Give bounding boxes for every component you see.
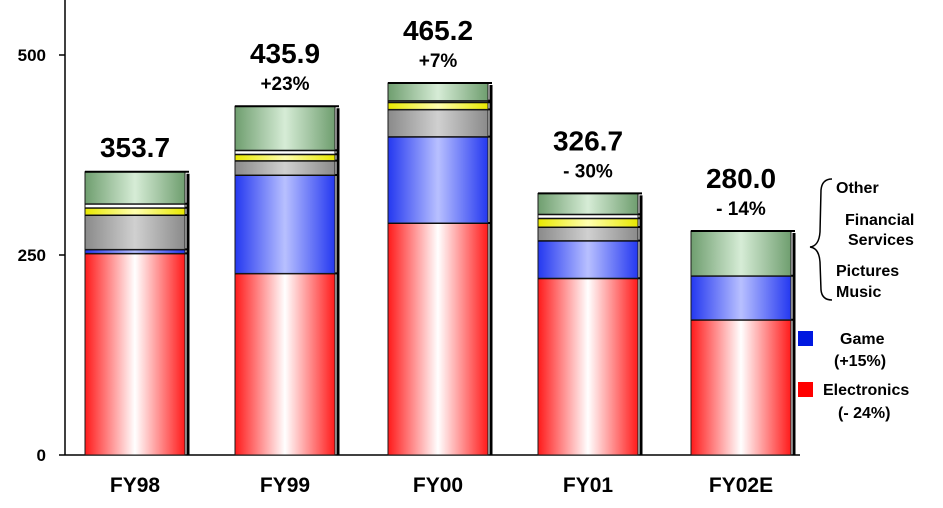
x-category-label: FY98 [110,474,161,497]
legend-electronics-swatch [798,382,813,397]
bar-total-label: 326.7 [553,125,623,156]
bar-segment-pictures [234,160,336,176]
x-category-label: FY00 [413,474,463,497]
bar-total-label: 353.7 [100,132,170,163]
bar-growth-label: +23% [260,74,309,95]
bar-segment-other [234,105,336,151]
bar-growth-label: - 14% [716,199,766,220]
legend-pictures: Pictures [836,263,899,280]
legend-financial-line1: Financial [845,212,914,229]
bar-total-label: 280.0 [706,163,776,194]
bar-segment-pictures [84,214,186,250]
legend-electronics-line2: (- 24%) [838,405,890,422]
bar-segment-game [387,136,489,224]
bar-segment-other [84,171,186,205]
bar-total-label: 465.2 [403,15,473,46]
bar-segment-game [690,275,792,321]
bar-segment-electronics [234,272,336,456]
bar-growth-label: +7% [419,51,458,72]
x-category-label: FY02E [709,474,773,497]
x-category-label: FY01 [563,474,614,497]
y-tick-label: 0 [37,446,46,465]
legend-music: Music [836,284,881,301]
bar-segment-electronics [387,222,489,456]
legend-brace [809,178,833,301]
bar-total-label: 435.9 [250,38,320,69]
bars [84,82,796,456]
bar-segment-electronics [537,277,639,456]
legend-game-swatch [798,331,813,346]
bar-labels: FY98 353.7 FY99 435.9 +23% FY00 465.2 +7% FY01 32… [100,15,776,497]
bar-segment-pictures [387,108,489,138]
y-tick-label: 250 [18,246,46,265]
y-tick-label: 500 [18,46,46,65]
y-tick-labels: 0 250 500 [18,46,65,465]
bar-segment-game [537,240,639,279]
legend-game-line1: Game [840,331,885,348]
bar-segment-game [234,174,336,274]
bar-segment-other [387,82,489,102]
bar-segment-electronics [690,319,792,456]
legend-electronics-line1: Electronics [823,382,909,399]
bar-segment-other [537,192,639,215]
legend-financial-line2: Services [848,232,914,249]
legend: Other Financial Services Pictures Music … [798,178,914,422]
bar-segment-other [690,230,792,277]
bar-growth-label: - 30% [563,161,613,182]
bar-segment-music [387,101,489,110]
bar-segment-music [84,207,186,216]
legend-game-line2: (+15%) [834,353,886,370]
bar-segment-pictures [537,226,639,242]
x-category-label: FY99 [260,474,310,497]
bar-segment-music [537,217,639,228]
bar-segment-electronics [84,252,186,456]
legend-other: Other [836,180,879,197]
